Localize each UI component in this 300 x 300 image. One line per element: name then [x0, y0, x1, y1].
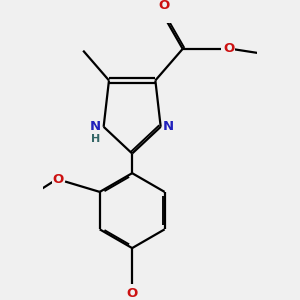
Text: O: O: [127, 287, 138, 300]
Text: N: N: [163, 120, 174, 133]
Text: O: O: [158, 0, 169, 12]
Text: H: H: [91, 134, 101, 144]
Text: O: O: [52, 173, 64, 186]
Text: N: N: [90, 120, 101, 133]
Text: O: O: [223, 42, 234, 55]
